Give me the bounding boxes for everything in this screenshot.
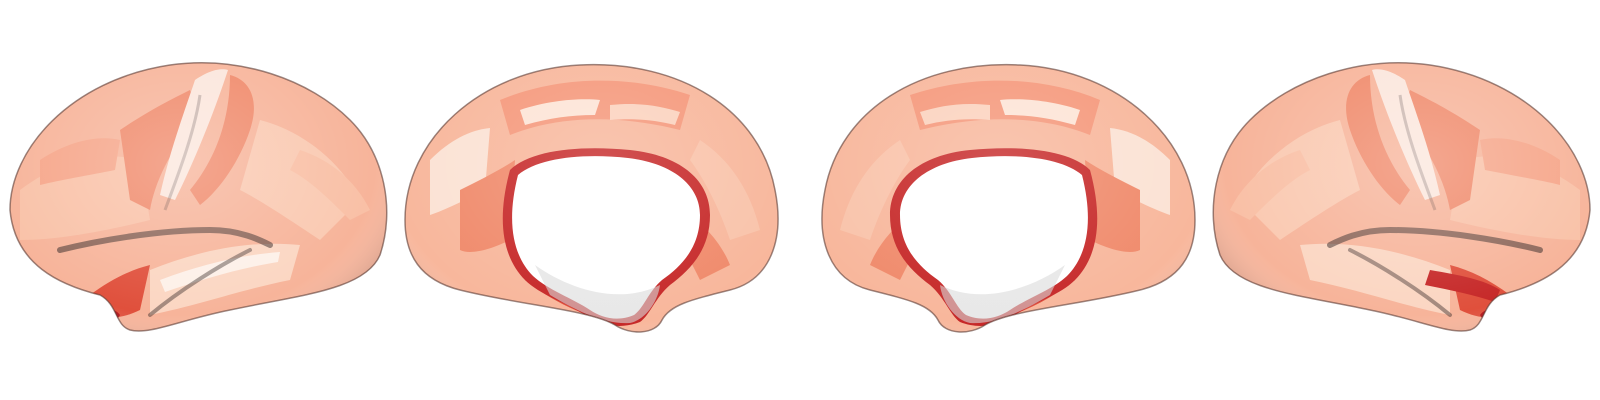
- right-hemisphere-lateral-view: [1200, 40, 1600, 350]
- left-hemisphere-medial-view: [400, 40, 800, 350]
- left-hemisphere-lateral-view: [0, 40, 400, 350]
- left-medial-surface: [404, 63, 779, 333]
- right-hemisphere-medial-view: [800, 40, 1200, 350]
- left-lateral-surface: [9, 62, 388, 332]
- right-medial-surface: [821, 63, 1196, 333]
- right-lateral-surface: [1212, 62, 1591, 332]
